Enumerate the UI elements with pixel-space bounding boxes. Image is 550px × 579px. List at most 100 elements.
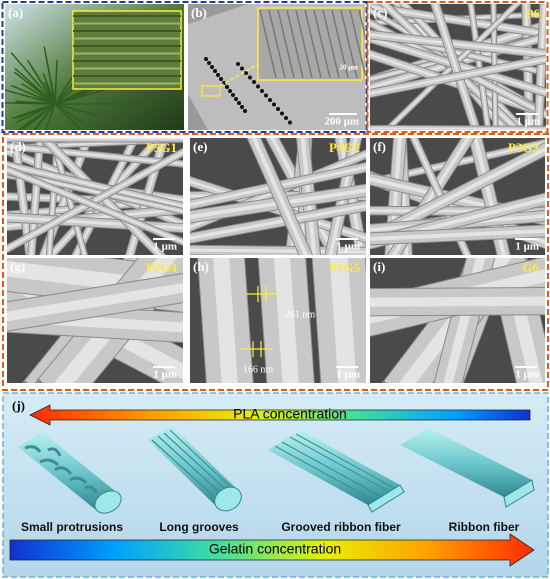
fiber-highlight bbox=[470, 4, 490, 130]
stoma bbox=[236, 62, 240, 66]
stoma bbox=[280, 111, 284, 116]
stoma bbox=[248, 75, 252, 80]
stoma bbox=[243, 109, 247, 113]
stoma bbox=[252, 80, 256, 84]
fiber-model bbox=[148, 426, 242, 512]
groove bbox=[295, 9, 313, 79]
stoma bbox=[264, 93, 268, 98]
groove bbox=[322, 9, 340, 79]
panel bbox=[7, 258, 183, 383]
fiber-highlight bbox=[370, 127, 546, 130]
needle bbox=[15, 103, 56, 124]
groove bbox=[349, 9, 365, 78]
fiber-highlight bbox=[273, 258, 299, 383]
needle bbox=[33, 103, 56, 130]
panel-label: (f) bbox=[373, 139, 386, 154]
stoma bbox=[240, 105, 244, 109]
fiber-highlight bbox=[370, 33, 546, 56]
sample-name: P1G5 bbox=[329, 260, 361, 275]
fiber-name: Small protrusions bbox=[21, 520, 123, 534]
arrow-label: Gelatin concentration bbox=[209, 541, 341, 557]
panel-label: (a) bbox=[8, 5, 23, 20]
fiber-highlight bbox=[370, 209, 545, 213]
needle bbox=[42, 73, 56, 105]
scale-bar-label: 1 μm bbox=[336, 241, 360, 253]
fiber-highlight bbox=[329, 258, 357, 383]
fiber-highlight bbox=[370, 57, 546, 95]
groove bbox=[340, 9, 358, 79]
groove bbox=[268, 9, 286, 79]
needle bbox=[30, 66, 56, 105]
sample-name: G6 bbox=[522, 260, 539, 275]
fiber-highlight bbox=[190, 204, 366, 240]
fiber-highlight bbox=[7, 283, 183, 322]
needle bbox=[54, 89, 106, 105]
panel bbox=[370, 4, 546, 130]
panel-label: (b) bbox=[191, 5, 207, 20]
fiber-highlight bbox=[7, 151, 183, 251]
fiber-highlight bbox=[473, 138, 506, 255]
stoma bbox=[244, 71, 248, 75]
stoma bbox=[288, 120, 292, 125]
frame-d-i bbox=[2, 133, 549, 391]
groove bbox=[358, 9, 365, 39]
fiber-highlight bbox=[7, 163, 183, 208]
panel: 20 μm bbox=[188, 4, 365, 130]
groove bbox=[259, 9, 277, 79]
groove bbox=[286, 9, 304, 79]
panel-label: (i) bbox=[373, 259, 385, 274]
needle bbox=[10, 52, 56, 105]
stoma bbox=[225, 85, 229, 89]
panel bbox=[190, 138, 366, 255]
fiber-name: Ribbon fiber bbox=[449, 520, 520, 534]
stoma bbox=[210, 65, 214, 69]
panel bbox=[190, 258, 366, 383]
stoma bbox=[213, 69, 217, 73]
panel bbox=[5, 4, 184, 130]
fiber-highlight bbox=[190, 248, 366, 254]
width-annotation: 261 nm bbox=[285, 309, 316, 320]
stoma bbox=[207, 61, 211, 65]
stoma bbox=[219, 77, 223, 81]
fiber-highlight bbox=[537, 4, 546, 130]
stoma bbox=[268, 98, 272, 102]
needle bbox=[54, 103, 95, 130]
scale-bar-label: 1 μm bbox=[153, 241, 177, 253]
sample-name: P3G3 bbox=[508, 140, 540, 155]
sample-name: P4G2 bbox=[329, 140, 360, 155]
stoma bbox=[231, 93, 235, 97]
panel bbox=[370, 138, 545, 255]
needle bbox=[14, 71, 56, 105]
scale-bar-label: 200 μm bbox=[324, 116, 359, 128]
needle bbox=[44, 103, 56, 130]
frame-c bbox=[366, 1, 549, 133]
stoma bbox=[237, 101, 241, 105]
fiber-highlight bbox=[213, 258, 238, 383]
stoma bbox=[272, 102, 276, 107]
sample-name: P5G1 bbox=[146, 140, 177, 155]
stoma bbox=[204, 57, 208, 61]
groove bbox=[313, 9, 331, 79]
scale-bar-label: 1 μm bbox=[515, 369, 539, 381]
panel bbox=[370, 258, 545, 383]
stoma bbox=[284, 116, 288, 120]
groove bbox=[331, 9, 349, 79]
pla-arrow bbox=[29, 404, 531, 426]
scale-bar-label: 1 μm bbox=[515, 241, 539, 253]
width-annotation: 166 nm bbox=[243, 364, 274, 375]
stoma bbox=[260, 89, 264, 93]
stoma bbox=[234, 97, 238, 101]
zoom-box bbox=[201, 85, 221, 97]
inset-scale-bar: 20 μm bbox=[339, 64, 358, 72]
panel-label: (d) bbox=[10, 139, 26, 154]
needle bbox=[5, 89, 56, 105]
groove bbox=[304, 9, 322, 79]
fiber-name: Long grooves bbox=[159, 520, 239, 534]
fiber-model bbox=[268, 430, 405, 513]
needle bbox=[54, 75, 74, 105]
fiber-highlight bbox=[7, 216, 183, 230]
panel-label: (e) bbox=[193, 139, 207, 154]
fiber-highlight bbox=[7, 168, 183, 244]
needle bbox=[21, 103, 56, 130]
